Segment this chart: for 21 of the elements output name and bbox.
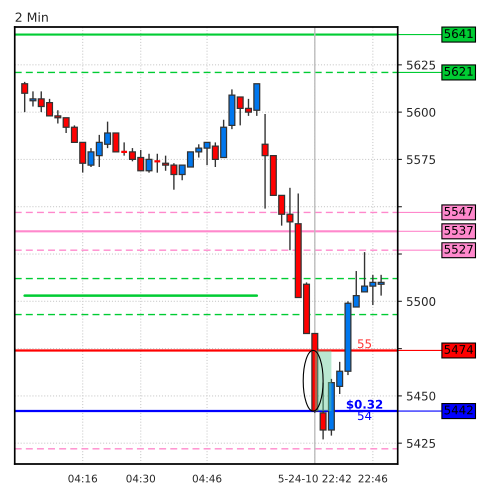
x-tick-label: 04:16 <box>68 474 98 482</box>
x-tick-label: 22:46 <box>358 474 388 482</box>
y-tick-label: 5425 <box>406 438 436 448</box>
chart-title: 2 Min <box>16 12 48 22</box>
annotation: $0.32 <box>346 400 382 410</box>
annotation: 55 <box>358 339 372 348</box>
y-tick-label: 5500 <box>406 297 436 306</box>
x-tick-label: 04:46 <box>192 474 222 482</box>
y-tick-label: 5625 <box>406 60 436 70</box>
ref-line-label: 5537 <box>444 226 473 235</box>
ref-line-label: 5442 <box>444 406 473 414</box>
ref-line-label: 5474 <box>444 345 474 354</box>
x-tick-label: 04:30 <box>126 474 156 482</box>
y-tick-label: 5575 <box>406 155 436 164</box>
x-tick-label: 5-24-10 22:42 <box>278 474 351 482</box>
ref-line-label: 5641 <box>444 29 473 38</box>
y-tick-label: 5450 <box>406 392 436 401</box>
ref-line-label: 5527 <box>444 244 473 254</box>
ref-line-label: 5621 <box>444 66 473 76</box>
y-tick-label: 5600 <box>406 108 436 117</box>
ref-line-label: 5547 <box>444 207 473 216</box>
